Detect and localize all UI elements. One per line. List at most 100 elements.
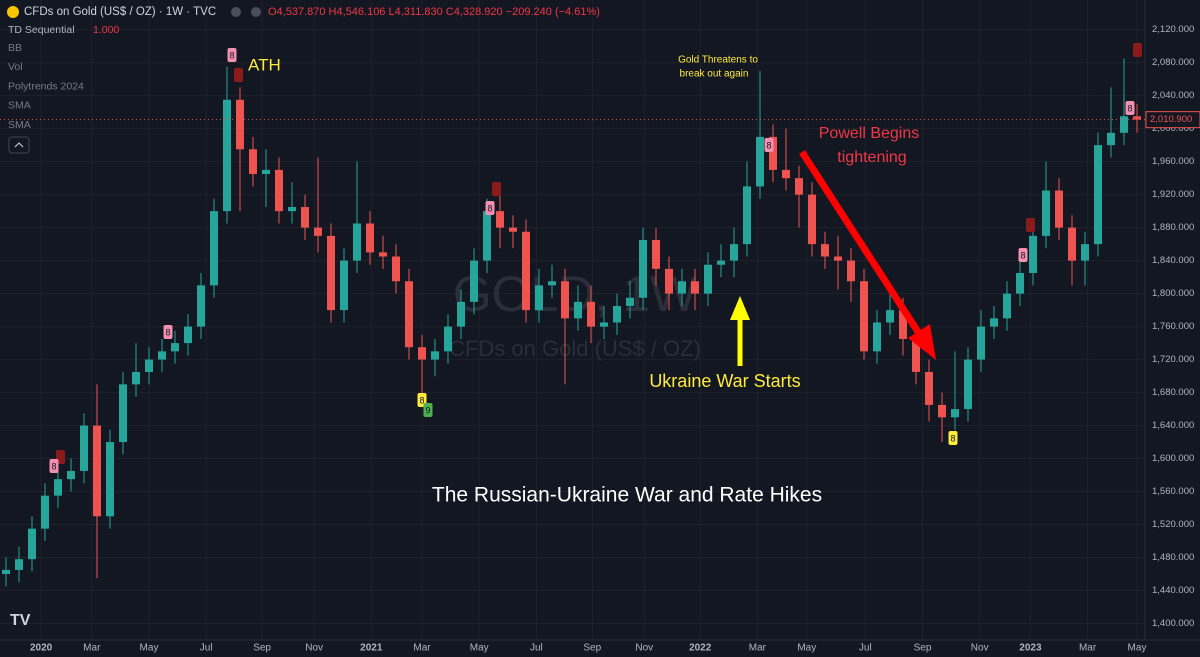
- status-icon: [231, 7, 241, 17]
- td-square: [1026, 218, 1035, 232]
- x-tick-label: 2021: [360, 643, 383, 654]
- td-square: [492, 182, 501, 196]
- candle-body: [119, 384, 127, 443]
- x-tick-label: 2022: [689, 643, 712, 654]
- td-label: 8: [51, 461, 56, 471]
- candle-body: [912, 338, 920, 372]
- candle-body: [1107, 132, 1115, 146]
- annotation: Powell Begins: [819, 125, 920, 142]
- powell-arrow: [799, 150, 923, 337]
- x-tick-label: 2023: [1019, 643, 1042, 654]
- candle-body: [340, 260, 348, 311]
- indicator: SMA: [8, 100, 31, 112]
- candle-body: [67, 470, 75, 480]
- candle-body: [431, 351, 439, 360]
- y-tick-label: 1,440.000: [1152, 585, 1194, 596]
- candle-body: [275, 169, 283, 212]
- td-box: [1125, 101, 1135, 115]
- td-square: [234, 68, 243, 82]
- watermark-subtitle: CFDs on Gold (US$ / OZ): [449, 336, 701, 361]
- status-icon: [251, 7, 261, 17]
- x-tick-label: Mar: [1079, 643, 1097, 654]
- x-tick-label: Nov: [305, 643, 323, 654]
- candle-body: [1016, 272, 1024, 294]
- candle-body: [470, 260, 478, 302]
- candle-body: [808, 194, 816, 245]
- candle-body: [535, 285, 543, 311]
- td-box: [163, 325, 173, 339]
- candle-body: [821, 244, 829, 257]
- y-tick-label: 1,520.000: [1152, 519, 1194, 530]
- x-tick-label: May: [1128, 643, 1147, 654]
- y-tick-label: 1,680.000: [1152, 387, 1194, 398]
- candle-body: [1133, 116, 1141, 120]
- candle-body: [249, 149, 257, 175]
- candle-body: [236, 99, 244, 150]
- candle-body: [288, 207, 296, 212]
- y-tick-label: 1,840.000: [1152, 255, 1194, 266]
- candle-body: [80, 425, 88, 471]
- candle-body: [548, 281, 556, 286]
- collapse-button[interactable]: [8, 136, 30, 154]
- candle-body: [691, 281, 699, 294]
- candle-body: [2, 569, 10, 575]
- td-box: [49, 459, 59, 473]
- candle-body: [769, 136, 777, 170]
- last-price-box: [1145, 111, 1200, 129]
- td-box: [764, 138, 774, 152]
- td-box: [227, 48, 237, 62]
- td-box: [948, 431, 958, 445]
- candle-body: [925, 371, 933, 405]
- candle-body: [158, 351, 166, 360]
- candle-body: [665, 268, 673, 294]
- indicator-list: BB Vol Polytrends 2024 SMA SMA: [8, 42, 84, 131]
- candle-body: [795, 178, 803, 195]
- td-label: 8: [419, 395, 424, 405]
- candle-body: [15, 559, 23, 570]
- candle-body: [704, 264, 712, 294]
- x-tick-label: Jul: [859, 643, 872, 654]
- annotation: break out again: [680, 69, 749, 80]
- indicator: TD Sequential: [8, 24, 75, 36]
- candle-body: [171, 343, 179, 352]
- candle-body: [951, 409, 959, 418]
- td-label: 8: [766, 140, 771, 150]
- candle-body: [145, 359, 153, 372]
- indicator: Polytrends 2024: [8, 80, 84, 92]
- candle-body: [483, 211, 491, 261]
- annotation: ATH: [248, 55, 281, 74]
- candle-body: [886, 310, 894, 323]
- ohlc: O4,537.870 H4,546.106 L4,311.830 C4,328.…: [268, 6, 600, 18]
- candle-body: [626, 297, 634, 306]
- candle-body: [743, 186, 751, 245]
- candle-body: [860, 281, 868, 352]
- y-tick-label: 2,120.000: [1152, 24, 1194, 35]
- td-label: 8: [487, 203, 492, 213]
- candle-body: [990, 318, 998, 327]
- candle-body: [1029, 235, 1037, 273]
- indicator: Vol: [8, 61, 23, 73]
- td-label: 8: [165, 327, 170, 337]
- y-tick-label: 1,960.000: [1152, 156, 1194, 167]
- x-tick-label: Mar: [413, 643, 431, 654]
- candle-body: [41, 495, 49, 529]
- y-tick-label: 1,720.000: [1152, 354, 1194, 365]
- candle-body: [613, 305, 621, 323]
- candle-body: [392, 256, 400, 282]
- td-square: [1133, 43, 1142, 57]
- candle-body: [197, 285, 205, 327]
- candle-body: [600, 322, 608, 327]
- candle-body: [639, 240, 647, 298]
- x-tick-label: Mar: [83, 643, 101, 654]
- chart-title: The Russian-Ukraine War and Rate Hikes: [432, 484, 822, 507]
- y-tick-label: 2,040.000: [1152, 90, 1194, 101]
- arrows: [730, 150, 936, 366]
- candle-body: [587, 301, 595, 327]
- last-price-label: 2,010.900: [1150, 114, 1192, 125]
- candle-body: [1055, 190, 1063, 228]
- y-tick-label: 2,000.000: [1152, 123, 1194, 134]
- x-tick-label: May: [140, 643, 159, 654]
